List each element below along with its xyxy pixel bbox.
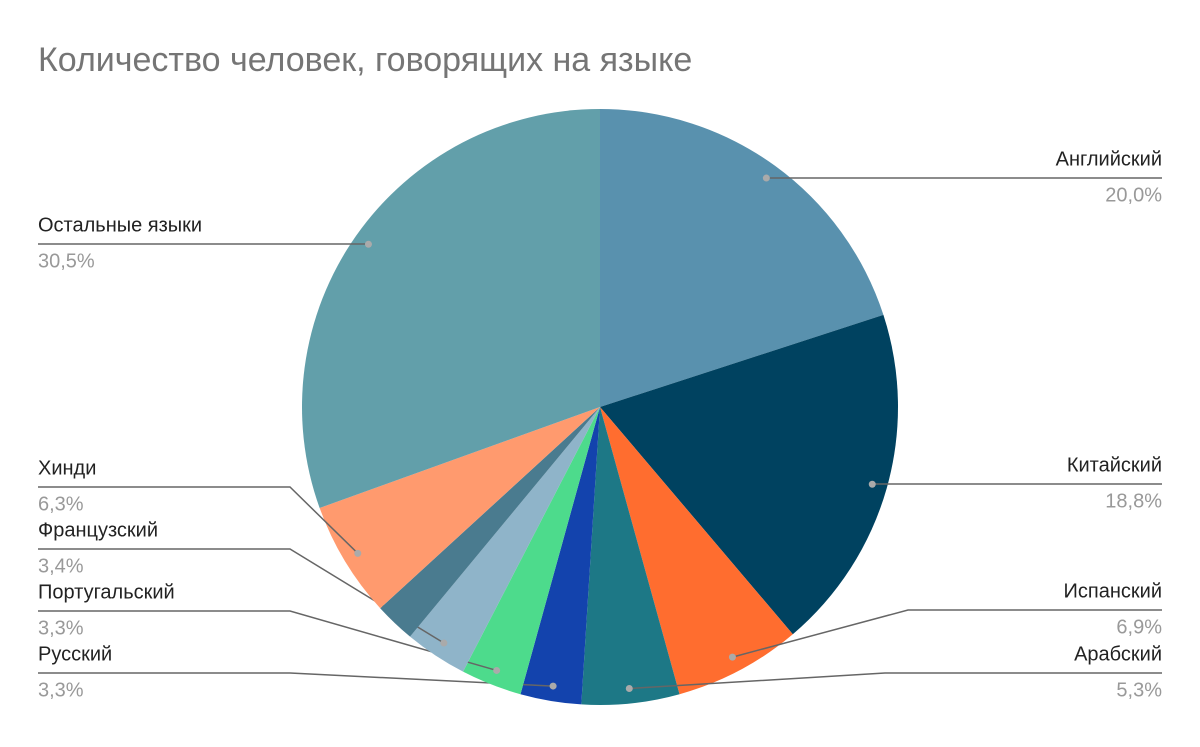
slice-label: Арабский bbox=[1074, 643, 1162, 665]
leader-dot bbox=[729, 654, 736, 661]
value-label: 18,8% bbox=[1105, 490, 1162, 512]
leader-dot bbox=[354, 550, 361, 557]
value-label: 3,3% bbox=[38, 617, 84, 639]
leader-dot bbox=[763, 175, 770, 182]
value-label: 3,3% bbox=[38, 679, 84, 701]
slice-label: Английский bbox=[1056, 148, 1162, 170]
value-label: 5,3% bbox=[1116, 679, 1162, 701]
chart-title: Количество человек, говорящих на языке bbox=[38, 41, 692, 79]
value-label: 6,9% bbox=[1116, 616, 1162, 638]
slice-label: Испанский bbox=[1064, 580, 1162, 602]
slice-label: Остальные языки bbox=[38, 214, 202, 236]
slice-label: Хинди bbox=[38, 457, 96, 479]
value-label: 6,3% bbox=[38, 493, 84, 515]
slice-label: Португальский bbox=[38, 581, 175, 603]
slice-label: Русский bbox=[38, 643, 112, 665]
leader-dot bbox=[869, 481, 876, 488]
slice-label: Китайский bbox=[1067, 454, 1162, 476]
slice-label: Французский bbox=[38, 519, 158, 541]
value-label: 3,4% bbox=[38, 555, 84, 577]
value-label: 20,0% bbox=[1105, 184, 1162, 206]
value-label: 30,5% bbox=[38, 250, 95, 272]
leader-dot bbox=[365, 241, 372, 248]
leader-dot bbox=[493, 667, 500, 674]
leader-dot bbox=[440, 640, 447, 647]
leader-dot bbox=[626, 685, 633, 692]
leader-dot bbox=[550, 683, 557, 690]
